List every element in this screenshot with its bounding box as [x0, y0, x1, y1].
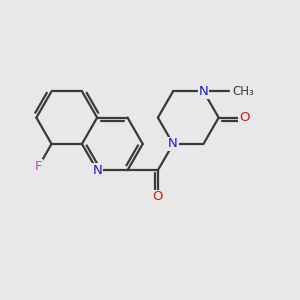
- Text: O: O: [153, 190, 163, 203]
- Text: F: F: [35, 160, 42, 173]
- Text: O: O: [239, 111, 250, 124]
- Text: CH₃: CH₃: [232, 85, 254, 98]
- Text: N: N: [168, 137, 178, 150]
- Text: N: N: [199, 85, 208, 98]
- Text: N: N: [92, 164, 102, 177]
